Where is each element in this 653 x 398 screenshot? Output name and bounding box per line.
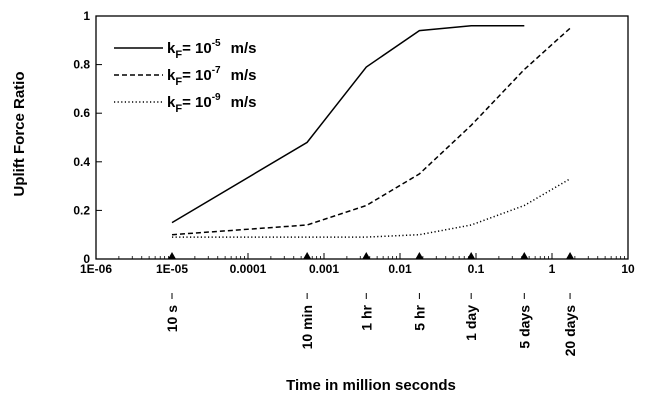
x-tick-label: 0.01 xyxy=(388,262,412,276)
x-axis-title: Time in million seconds xyxy=(286,377,456,394)
time-marker xyxy=(168,252,176,259)
legend-entry: kF= 10-9 m/s xyxy=(167,92,256,115)
series-layer xyxy=(171,24,571,238)
x-axis-ticks: 1E-06 1E-05 0.0001 0.001 0.01 0.1 1 10 xyxy=(80,253,635,276)
time-annotation-label: 20 days xyxy=(562,305,578,357)
x-tick-label: 0.001 xyxy=(309,262,339,276)
y-tick-label: 0 xyxy=(83,252,90,266)
time-annotation-label: 5 days xyxy=(516,305,532,349)
legend-entry: kF= 10-7 m/s xyxy=(167,65,256,88)
x-tick-label: 1E-05 xyxy=(156,262,188,276)
legend-entry: kF= 10-5 m/s xyxy=(167,38,256,61)
time-marker xyxy=(566,252,575,259)
y-axis-ticks: 0 0.2 0.4 0.6 0.8 1 xyxy=(73,9,102,266)
plot-frame xyxy=(95,15,629,260)
time-annotation-label: 10 s xyxy=(164,305,180,332)
y-tick-label: 0.4 xyxy=(73,155,90,169)
x-tick-label: 10 xyxy=(621,262,635,276)
time-annotation-label: 10 min xyxy=(299,305,315,349)
series-line-3 xyxy=(172,178,571,238)
time-marker xyxy=(520,252,529,259)
legend: kF= 10-5 m/s kF= 10-7 m/s kF= 10-9 m/s xyxy=(114,38,256,115)
plot-area xyxy=(95,15,629,260)
y-tick-label: 1 xyxy=(83,9,90,23)
y-axis-title: Uplift Force Ratio xyxy=(11,71,28,196)
time-marker xyxy=(303,252,312,259)
time-annotations: 10 s 10 min 1 hr 5 hr 1 day 5 days 20 days xyxy=(164,293,578,356)
series-line-1 xyxy=(171,24,525,224)
time-markers xyxy=(168,252,575,259)
time-annotation-label: 5 hr xyxy=(411,304,427,330)
y-tick-label: 0.2 xyxy=(73,203,90,217)
series-line-2 xyxy=(171,27,571,236)
x-tick-label: 0.1 xyxy=(468,262,485,276)
y-tick-label: 0.6 xyxy=(73,106,90,120)
time-annotation-label: 1 day xyxy=(463,305,479,341)
y-tick-label: 0.8 xyxy=(73,58,90,72)
time-marker xyxy=(467,252,476,259)
x-tick-label: 1 xyxy=(549,262,556,276)
x-tick-label: 0.0001 xyxy=(230,262,267,276)
time-marker xyxy=(415,252,424,259)
x-tick-label: 1E-06 xyxy=(80,262,112,276)
time-annotation-label: 1 hr xyxy=(358,304,374,330)
time-marker xyxy=(362,252,371,259)
